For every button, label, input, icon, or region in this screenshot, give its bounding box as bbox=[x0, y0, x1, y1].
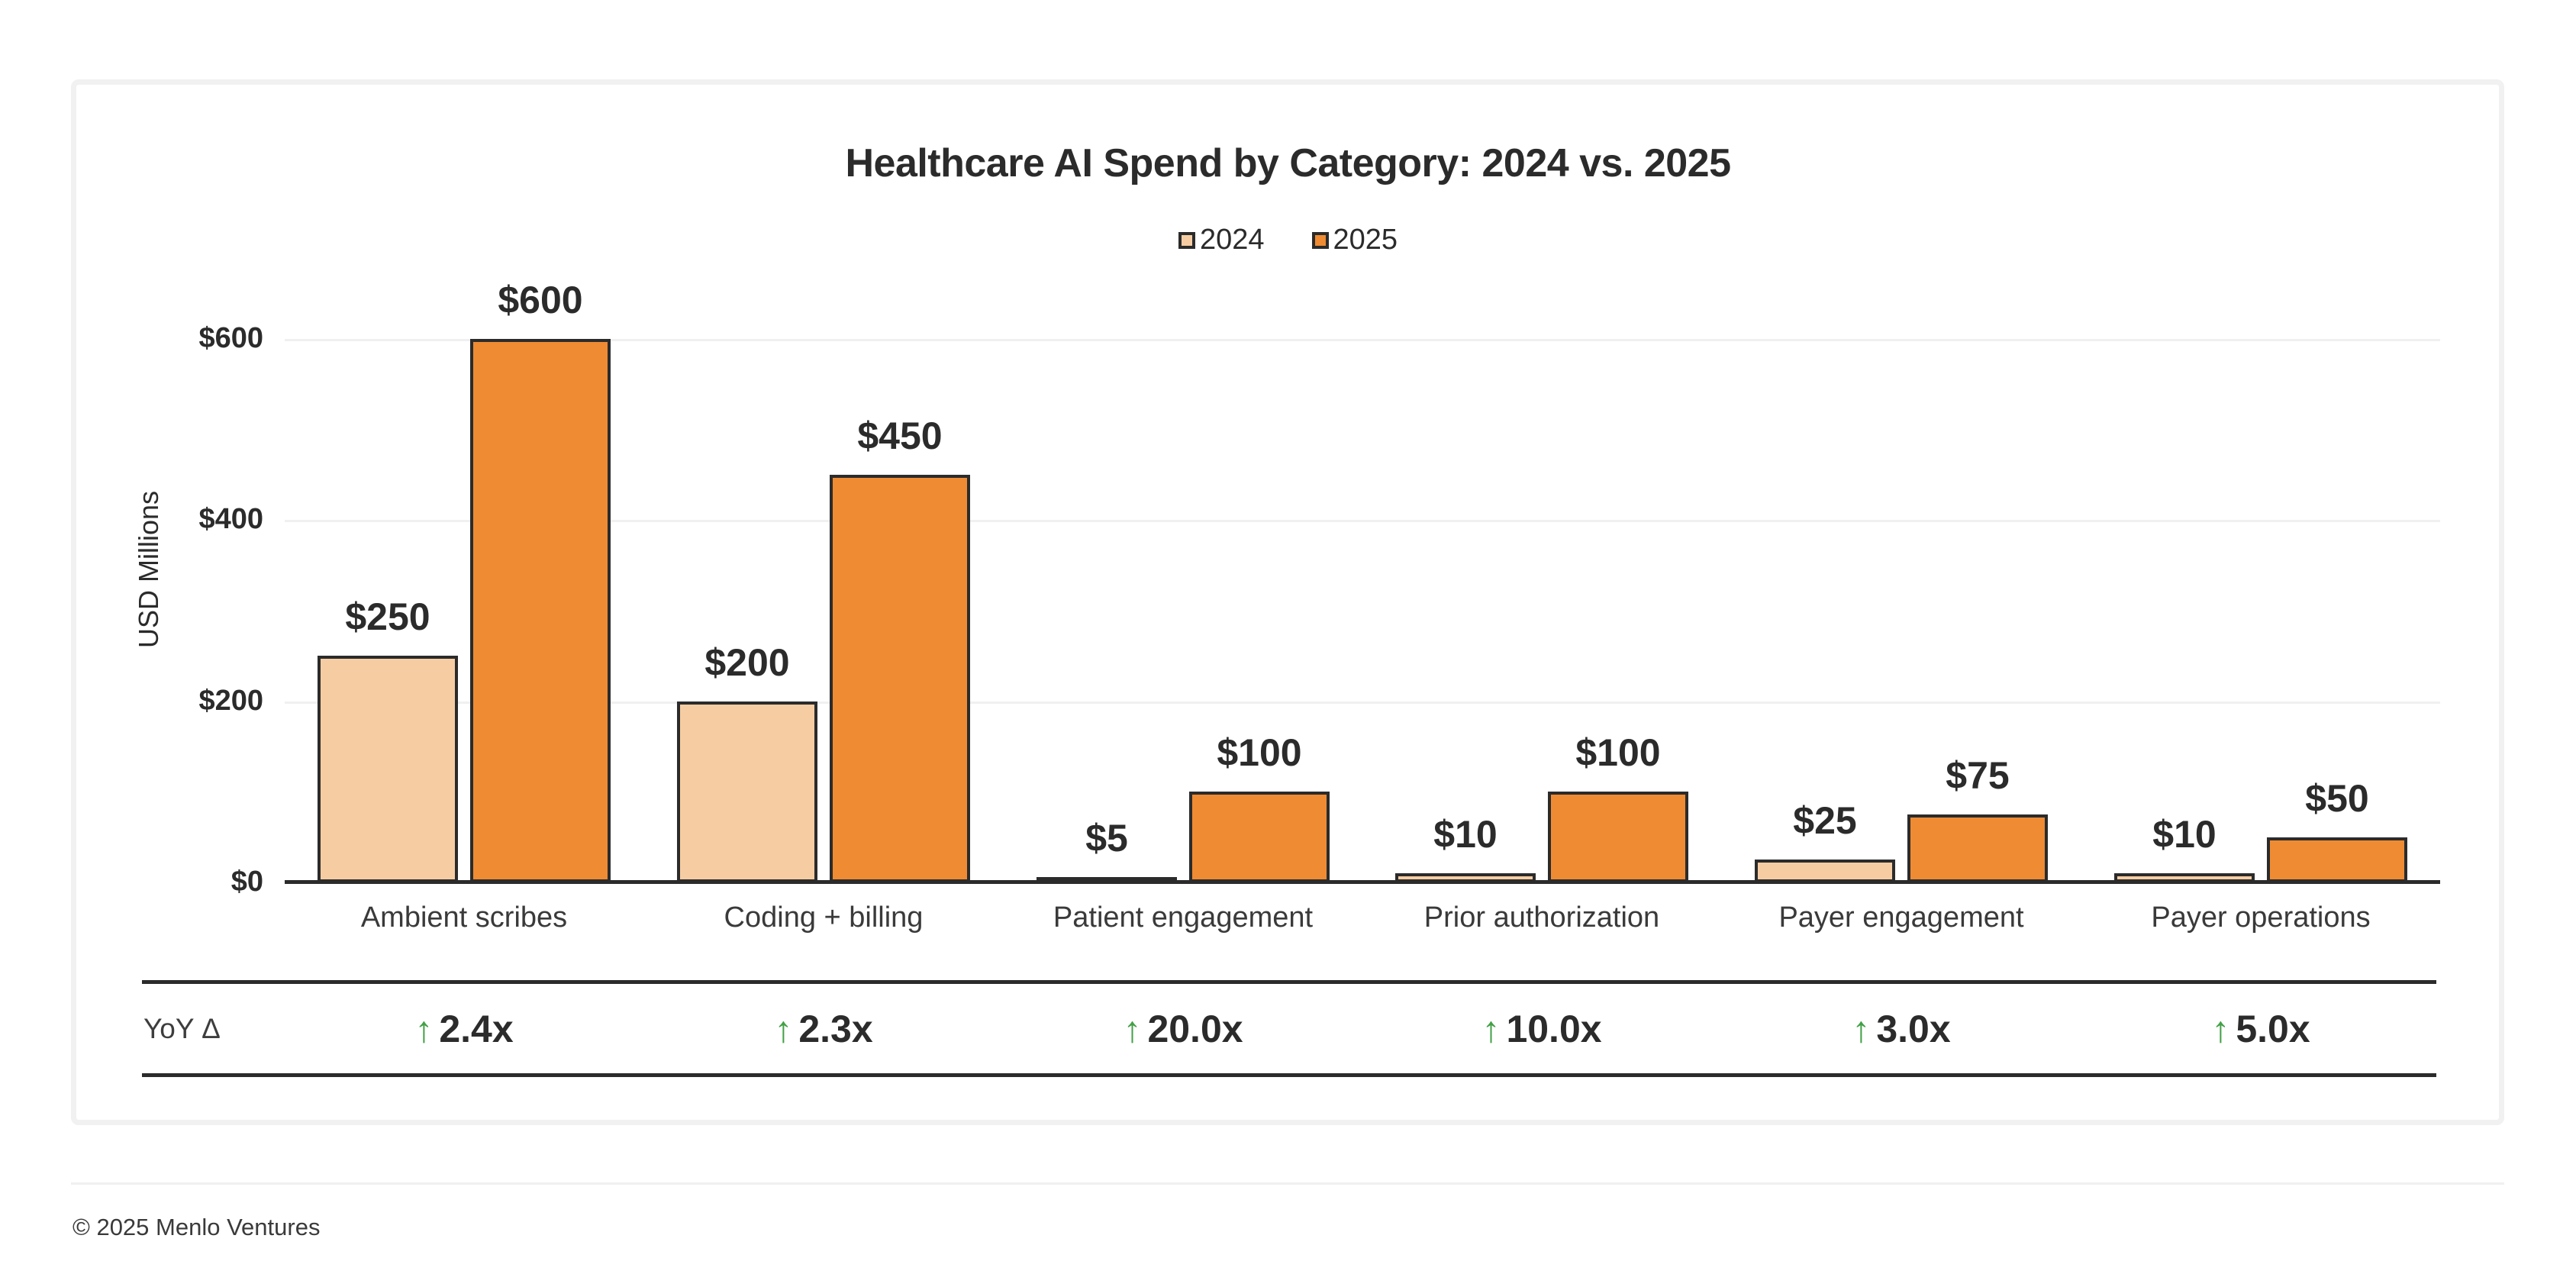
gridline-$200 bbox=[285, 702, 2440, 704]
bar-2024-coding-billing bbox=[677, 702, 817, 882]
x-axis-line bbox=[285, 880, 2440, 884]
yoy-cell-payer-operations: ↑ 5.0x bbox=[2081, 1006, 2440, 1062]
y-tick-label-$600: $600 bbox=[198, 322, 263, 354]
category-label-ambient-scribes: Ambient scribes bbox=[360, 901, 568, 934]
bar-value-2025-payer-engagement: $75 bbox=[1946, 754, 2010, 797]
bar-value-2024-patient-engagement: $5 bbox=[1085, 817, 1128, 860]
copyright-text: © 2025 Menlo Ventures bbox=[73, 1214, 321, 1240]
yoy-cell-prior-authorization: ↑ 10.0x bbox=[1362, 1006, 1721, 1062]
legend-item-2024: 2024 bbox=[1178, 224, 1265, 256]
legend: 2024 2025 bbox=[0, 224, 2576, 256]
up-arrow-icon: ↑ bbox=[2211, 1010, 2230, 1050]
chart-title: Healthcare AI Spend by Category: 2024 vs… bbox=[845, 141, 1731, 185]
bar-2025-prior-authorization bbox=[1548, 792, 1688, 882]
legend-label-2024: 2024 bbox=[1199, 224, 1265, 256]
category-label-coding-billing: Coding + billing bbox=[724, 901, 924, 934]
yoy-value: 20.0x bbox=[1147, 1008, 1243, 1050]
bar-2024-ambient-scribes bbox=[318, 656, 458, 882]
y-tick-label-$400: $400 bbox=[198, 503, 263, 535]
bar-value-2024-payer-engagement: $25 bbox=[1793, 799, 1857, 842]
category-label-payer-operations: Payer operations bbox=[2151, 901, 2371, 934]
legend-label-2025: 2025 bbox=[1333, 224, 1398, 256]
up-arrow-icon: ↑ bbox=[1852, 1010, 1871, 1050]
bar-value-2024-prior-authorization: $10 bbox=[1433, 813, 1498, 856]
bar-2025-patient-engagement bbox=[1189, 792, 1330, 882]
yoy-cell-ambient-scribes: ↑ 2.4x bbox=[285, 1006, 643, 1062]
up-arrow-icon: ↑ bbox=[1123, 1010, 1142, 1050]
category-label-patient-engagement: Patient engagement bbox=[1053, 901, 1314, 934]
bar-value-2025-coding-billing: $450 bbox=[857, 414, 943, 457]
yoy-cell-patient-engagement: ↑ 20.0x bbox=[1004, 1006, 1362, 1062]
yoy-cell-coding-billing: ↑ 2.3x bbox=[644, 1006, 1003, 1062]
legend-swatch-2024 bbox=[1178, 231, 1195, 249]
yoy-value: 2.3x bbox=[798, 1008, 873, 1050]
legend-swatch-2025 bbox=[1311, 231, 1329, 249]
bar-2025-payer-operations bbox=[2267, 837, 2407, 882]
yoy-divider-top bbox=[142, 980, 2436, 984]
yoy-cell-payer-engagement: ↑ 3.0x bbox=[1722, 1006, 2081, 1062]
yoy-value: 5.0x bbox=[2236, 1008, 2310, 1050]
category-label-prior-authorization: Prior authorization bbox=[1423, 901, 1660, 934]
yoy-row-label: YoY Δ bbox=[143, 1013, 221, 1044]
bar-value-2024-coding-billing: $200 bbox=[704, 641, 790, 684]
yoy-divider-bottom bbox=[142, 1073, 2436, 1077]
y-tick-label-$0: $0 bbox=[231, 866, 263, 898]
bar-value-2025-patient-engagement: $100 bbox=[1217, 731, 1302, 774]
up-arrow-icon: ↑ bbox=[414, 1010, 434, 1050]
yoy-value: 10.0x bbox=[1506, 1008, 1602, 1050]
bar-value-2024-payer-operations: $10 bbox=[2152, 813, 2217, 856]
bar-value-2025-payer-operations: $50 bbox=[2305, 777, 2369, 820]
up-arrow-icon: ↑ bbox=[1481, 1010, 1501, 1050]
bar-value-2025-prior-authorization: $100 bbox=[1575, 731, 1661, 774]
gridline-$600 bbox=[285, 339, 2440, 341]
bar-2024-payer-engagement bbox=[1755, 860, 1895, 882]
bar-2025-payer-engagement bbox=[1907, 814, 2048, 882]
yoy-value: 3.0x bbox=[1876, 1008, 1951, 1050]
bar-2025-coding-billing bbox=[830, 475, 970, 882]
gridline-$400 bbox=[285, 520, 2440, 522]
yoy-value: 2.4x bbox=[439, 1008, 514, 1050]
footer-divider bbox=[71, 1182, 2504, 1185]
bar-2025-ambient-scribes bbox=[470, 339, 611, 882]
up-arrow-icon: ↑ bbox=[774, 1010, 793, 1050]
bar-value-2025-ambient-scribes: $600 bbox=[498, 279, 583, 321]
category-label-payer-engagement: Payer engagement bbox=[1778, 901, 2024, 934]
legend-item-2025: 2025 bbox=[1311, 224, 1398, 256]
bar-value-2024-ambient-scribes: $250 bbox=[345, 595, 430, 638]
y-tick-label-$200: $200 bbox=[198, 685, 263, 717]
